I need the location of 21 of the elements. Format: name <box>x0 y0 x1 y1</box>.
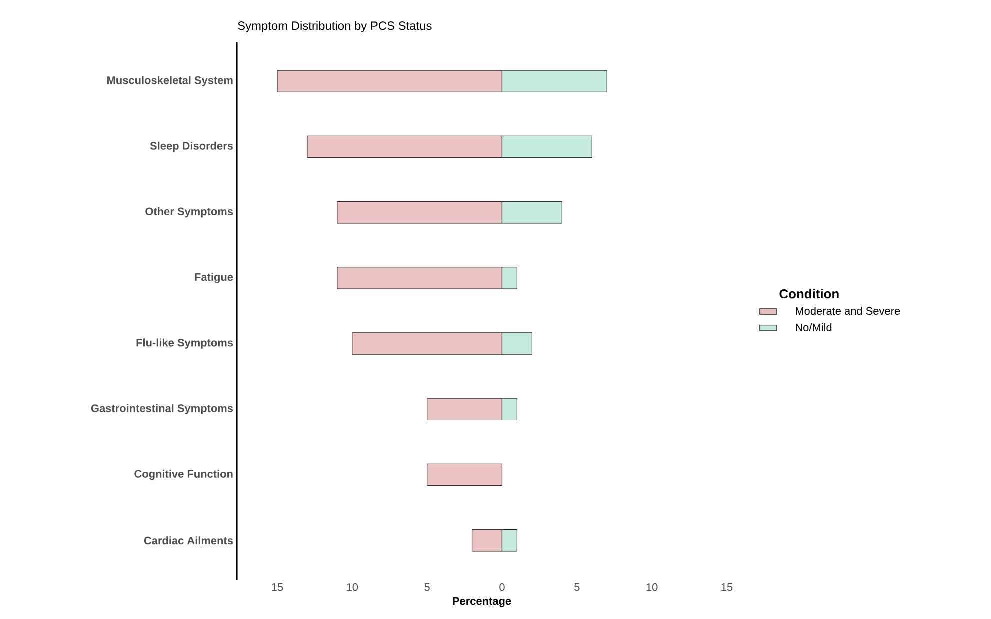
x-tick-label: 15 <box>722 584 733 592</box>
x-tick-label: 10 <box>646 584 658 592</box>
bar <box>427 464 503 486</box>
y-tick-label: Sleep Disorders <box>150 142 234 152</box>
chart-title: Symptom Distribution by PCS Status <box>238 21 432 32</box>
legend-label: No/Mild <box>796 323 832 332</box>
y-tick-label: Musculoskeletal System <box>108 76 233 86</box>
y-tick-label: Other Symptoms <box>146 207 234 218</box>
legend-label: Moderate and Severe <box>796 307 900 316</box>
x-tick-label: 0 <box>500 584 505 592</box>
y-tick-label: Cognitive Function <box>134 470 233 480</box>
y-tick-label: Cardiac Ailments <box>144 536 234 545</box>
x-axis-title: Percentage <box>453 597 512 608</box>
y-tick-label: Gastrointestinal Symptoms <box>91 404 234 415</box>
y-tick-label: Flu-like Symptoms <box>136 338 234 349</box>
legend-title: Condition <box>780 289 839 299</box>
x-tick-label: 5 <box>424 584 430 592</box>
y-tick-label: Fatigue <box>195 273 234 284</box>
x-tick-label: 5 <box>574 584 580 592</box>
x-tick-label: 15 <box>272 584 284 592</box>
x-tick-label: 10 <box>347 584 358 592</box>
